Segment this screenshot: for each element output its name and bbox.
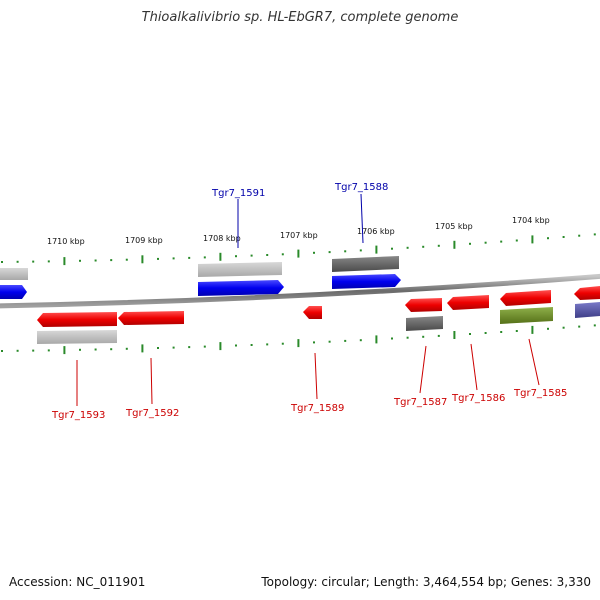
gene-arrow-forward <box>332 274 401 289</box>
kbp-label-1705: 1705 kbp <box>435 222 473 231</box>
kbp-label-1704: 1704 kbp <box>512 216 550 225</box>
kbp-label-1710: 1710 kbp <box>47 237 85 246</box>
gene-label[interactable]: Tgr7_1591 <box>211 188 265 199</box>
kbp-label-1706: 1706 kbp <box>357 227 395 236</box>
cog-bar-forward <box>198 262 282 277</box>
genome-summary-text: Topology: circular; Length: 3,464,554 bp… <box>261 575 591 589</box>
cog-bar-reverse <box>500 307 553 324</box>
gene-label[interactable]: Tgr7_1586 <box>451 393 505 404</box>
gene-arrow-forward <box>0 285 27 299</box>
cog-bar-reverse <box>37 330 117 344</box>
gene-label[interactable]: Tgr7_1593 <box>51 410 105 421</box>
genome-backbone <box>0 273 600 309</box>
gene-leader-line <box>470 343 478 391</box>
outer-tick-row <box>1 233 596 266</box>
accession-text: Accession: NC_011901 <box>9 575 146 589</box>
gene-leader-line <box>150 357 153 405</box>
gene-leader-line <box>419 345 427 394</box>
gene-label[interactable]: Tgr7_1587 <box>393 397 447 408</box>
gene-arrow-reverse <box>574 286 600 300</box>
inner-tick-row <box>1 324 596 355</box>
gene-leader-line <box>528 338 540 386</box>
gene-arrow-reverse <box>303 306 322 319</box>
cog-bar-forward <box>332 256 399 272</box>
gene-label[interactable]: Tgr7_1585 <box>513 388 567 399</box>
cog-bar-forward <box>0 268 28 280</box>
gene-arrow-reverse <box>118 311 184 325</box>
kbp-label-1707: 1707 kbp <box>280 231 318 240</box>
gene-label[interactable]: Tgr7_1592 <box>125 408 179 419</box>
gene-arrow-forward <box>198 280 284 296</box>
genome-title: Thioalkalivibrio sp. HL-EbGR7, complete … <box>141 10 459 25</box>
cog-bar-reverse <box>406 316 443 331</box>
kbp-label-1708: 1708 kbp <box>203 234 241 243</box>
gene-arrow-reverse <box>447 295 489 310</box>
kbp-label-1709: 1709 kbp <box>125 236 163 245</box>
gene-arrow-reverse <box>405 298 442 312</box>
gene-arrow-forward <box>575 302 600 318</box>
gene-label[interactable]: Tgr7_1588 <box>334 182 388 193</box>
gene-arrow-reverse <box>37 312 117 327</box>
gene-leader-line <box>314 352 318 400</box>
gene-arrow-reverse <box>500 290 551 306</box>
gene-leader-line <box>360 193 364 244</box>
gene-label[interactable]: Tgr7_1589 <box>290 403 344 414</box>
